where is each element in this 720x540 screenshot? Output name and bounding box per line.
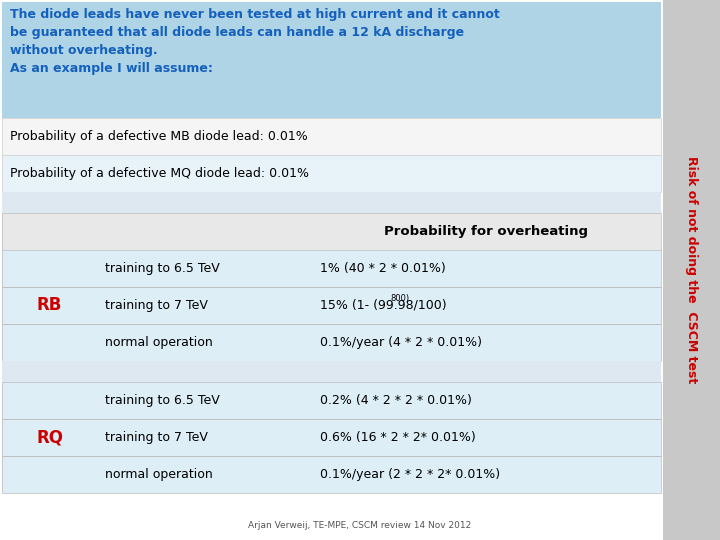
Bar	[2, 250, 661, 287]
Text: 1% (40 * 2 * 0.01%): 1% (40 * 2 * 0.01%)	[320, 262, 446, 275]
Text: training to 6.5 TeV: training to 6.5 TeV	[105, 262, 220, 275]
Text: RQ: RQ	[36, 429, 63, 447]
Bar	[663, 0, 720, 540]
Bar	[2, 213, 661, 250]
Text: training to 6.5 TeV: training to 6.5 TeV	[105, 394, 220, 407]
Text: RB: RB	[37, 296, 62, 314]
Text: training to 7 TeV: training to 7 TeV	[105, 299, 208, 312]
Text: The diode leads have never been tested at high current and it cannot
be guarante: The diode leads have never been tested a…	[10, 8, 500, 75]
Bar	[2, 287, 661, 324]
Text: 800): 800)	[391, 294, 410, 303]
Text: 0.6% (16 * 2 * 2* 0.01%): 0.6% (16 * 2 * 2* 0.01%)	[320, 431, 476, 444]
Text: training to 7 TeV: training to 7 TeV	[105, 431, 208, 444]
Text: Probability for overheating: Probability for overheating	[384, 225, 588, 238]
Bar	[2, 213, 661, 250]
Text: Probability of a defective MQ diode lead: 0.01%: Probability of a defective MQ diode lead…	[10, 167, 309, 180]
Bar	[2, 192, 661, 213]
Text: Risk of not doing the  CSCM test: Risk of not doing the CSCM test	[685, 157, 698, 383]
Bar	[2, 361, 661, 382]
Bar	[2, 382, 661, 419]
Bar	[2, 419, 661, 456]
Text: 15% (1- (99.98/100): 15% (1- (99.98/100)	[320, 299, 446, 312]
Bar	[2, 324, 661, 361]
Text: normal operation: normal operation	[105, 468, 212, 481]
Text: 0.2% (4 * 2 * 2 * 0.01%): 0.2% (4 * 2 * 2 * 0.01%)	[320, 394, 472, 407]
Text: 0.1%/year (2 * 2 * 2* 0.01%): 0.1%/year (2 * 2 * 2* 0.01%)	[320, 468, 500, 481]
Text: Probability of a defective MB diode lead: 0.01%: Probability of a defective MB diode lead…	[10, 130, 307, 143]
Bar	[2, 2, 661, 118]
Text: Arjan Verweij, TE-MPE, CSCM review 14 Nov 2012: Arjan Verweij, TE-MPE, CSCM review 14 No…	[248, 521, 472, 530]
Bar	[2, 118, 661, 155]
Bar	[2, 155, 661, 192]
Bar	[2, 456, 661, 493]
Text: normal operation: normal operation	[105, 336, 212, 349]
Bar	[2, 250, 661, 361]
Text: 0.1%/year (4 * 2 * 0.01%): 0.1%/year (4 * 2 * 0.01%)	[320, 336, 482, 349]
Bar	[2, 118, 661, 155]
Bar	[2, 155, 661, 192]
Bar	[2, 382, 661, 493]
